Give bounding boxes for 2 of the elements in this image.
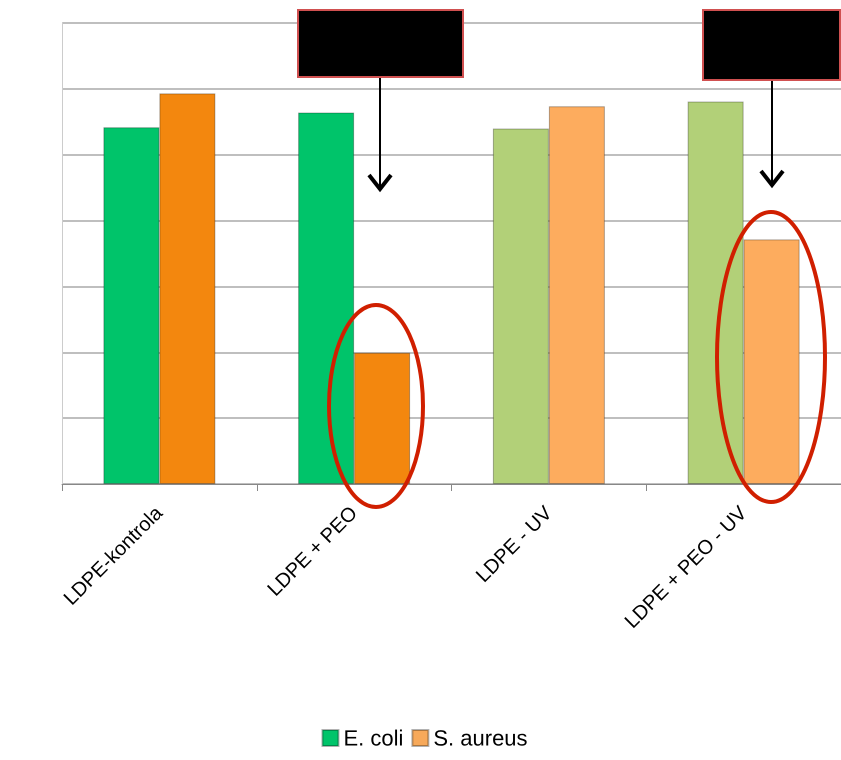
legend-label: S. aureus <box>433 726 528 750</box>
legend-label: E. coli <box>343 726 404 750</box>
